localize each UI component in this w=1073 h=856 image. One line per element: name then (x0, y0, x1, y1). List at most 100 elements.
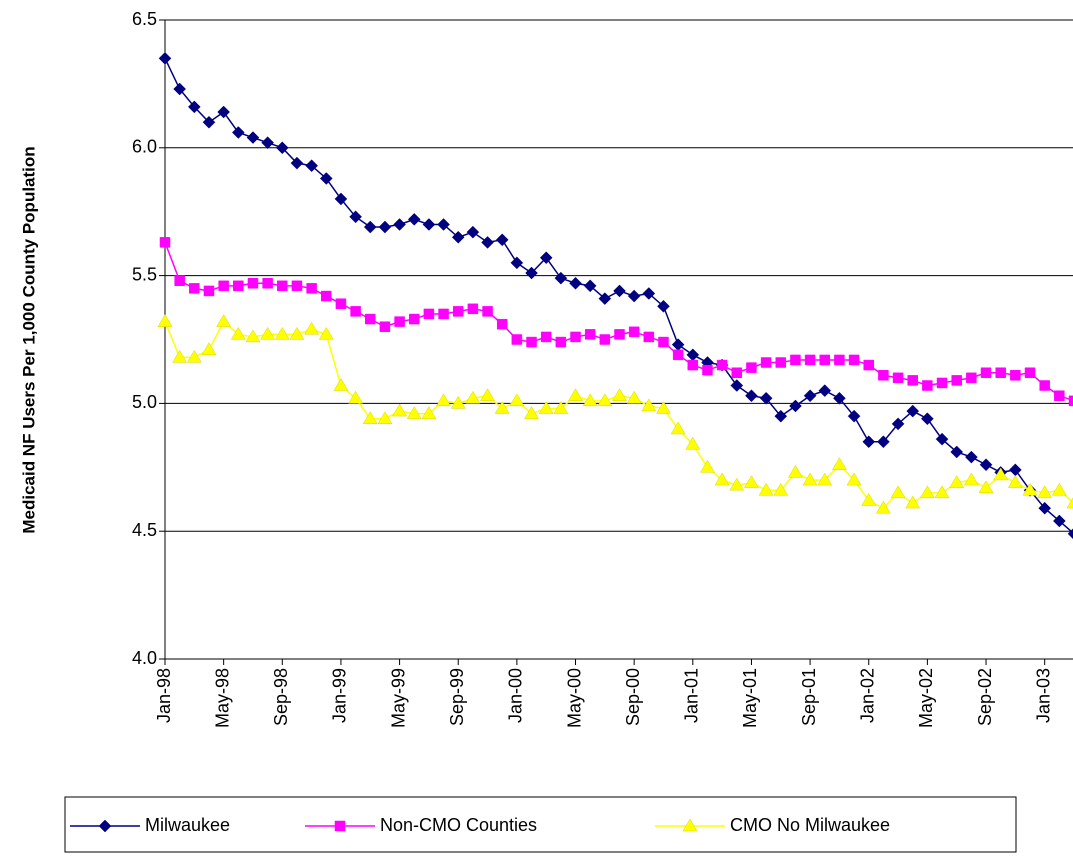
data-point (834, 354, 845, 366)
data-point (656, 401, 671, 414)
data-point (570, 331, 581, 343)
data-point (422, 218, 436, 231)
y-axis-title: Medicaid NF Users Per 1,000 County Popul… (19, 146, 38, 533)
data-point (789, 399, 802, 413)
data-point (379, 321, 391, 332)
data-point (919, 485, 935, 499)
data-point (189, 283, 200, 294)
data-point (921, 412, 934, 426)
data-point (407, 213, 421, 226)
data-point (906, 404, 920, 418)
y-tick-label: 5.0 (132, 392, 157, 412)
data-point (466, 225, 480, 239)
data-point (202, 115, 216, 129)
x-tick-label: Sep-02 (975, 668, 995, 726)
data-point (218, 280, 229, 292)
data-point (790, 354, 801, 366)
data-point (877, 435, 890, 449)
series-line (164, 320, 1073, 510)
x-tick-label: Jan-98 (154, 668, 174, 723)
data-point (526, 336, 537, 348)
data-point (291, 280, 303, 292)
data-point (510, 256, 524, 270)
data-point (423, 308, 435, 320)
data-point (1022, 482, 1038, 496)
data-point (1068, 395, 1073, 407)
data-point (233, 280, 244, 292)
data-point (568, 388, 583, 401)
y-tick-label: 4.5 (132, 520, 157, 540)
x-tick-label: May-01 (740, 668, 760, 728)
data-point (804, 354, 816, 366)
data-point (846, 472, 862, 486)
data-point (686, 348, 700, 362)
data-point (702, 364, 713, 376)
data-point (878, 370, 889, 381)
data-point (965, 450, 978, 464)
data-point (597, 393, 613, 407)
data-point (582, 393, 598, 407)
data-point (628, 326, 640, 338)
data-point (1039, 380, 1050, 391)
data-point (950, 445, 964, 459)
data-point (173, 82, 187, 96)
data-point (1009, 463, 1022, 477)
data-point (525, 266, 538, 280)
data-point (318, 326, 334, 340)
data-point (494, 401, 510, 414)
data-point (406, 406, 422, 419)
data-point (496, 318, 508, 330)
data-point (892, 372, 904, 384)
data-point (979, 458, 993, 472)
data-point (731, 367, 743, 378)
data-point (362, 411, 378, 424)
x-tick-label: May-02 (916, 668, 936, 728)
data-point (672, 349, 684, 361)
x-tick-label: Jan-01 (682, 668, 702, 723)
data-point (186, 349, 202, 363)
data-point (277, 280, 288, 292)
x-tick-label: Sep-00 (623, 668, 643, 726)
data-point (245, 329, 261, 343)
data-point (657, 299, 670, 313)
data-point (539, 251, 553, 265)
data-point (1052, 514, 1066, 528)
data-point (217, 105, 230, 119)
data-point (203, 285, 215, 297)
data-point (1007, 475, 1023, 488)
data-point (305, 159, 318, 173)
data-point (158, 51, 172, 65)
data-point (365, 313, 376, 325)
data-point (934, 485, 950, 499)
data-point (260, 326, 276, 340)
data-point (951, 375, 962, 386)
data-point (685, 436, 701, 450)
data-point (437, 218, 450, 231)
data-point (614, 329, 625, 340)
data-point (1051, 482, 1067, 496)
data-point (1024, 367, 1036, 378)
data-point (817, 472, 833, 486)
x-tick-label: May-00 (564, 668, 584, 728)
data-point (377, 411, 393, 424)
data-point (304, 321, 320, 335)
x-tick-label: Jan-02 (857, 668, 877, 723)
data-point (334, 192, 348, 206)
data-point (450, 395, 466, 409)
data-point (408, 313, 420, 325)
data-point (392, 403, 408, 417)
data-point (863, 359, 874, 371)
data-point (290, 156, 304, 170)
data-point (714, 472, 730, 486)
data-point (774, 409, 788, 423)
data-point (1010, 370, 1021, 381)
x-tick-label: Sep-98 (271, 668, 291, 726)
data-point (1037, 485, 1053, 499)
legend-marker (682, 818, 698, 832)
data-point (246, 131, 260, 144)
data-point (524, 406, 539, 419)
x-tick-label: May-98 (212, 668, 232, 728)
data-point (1067, 528, 1073, 540)
x-tick-label: Jan-99 (330, 668, 350, 723)
data-point (1038, 501, 1052, 515)
